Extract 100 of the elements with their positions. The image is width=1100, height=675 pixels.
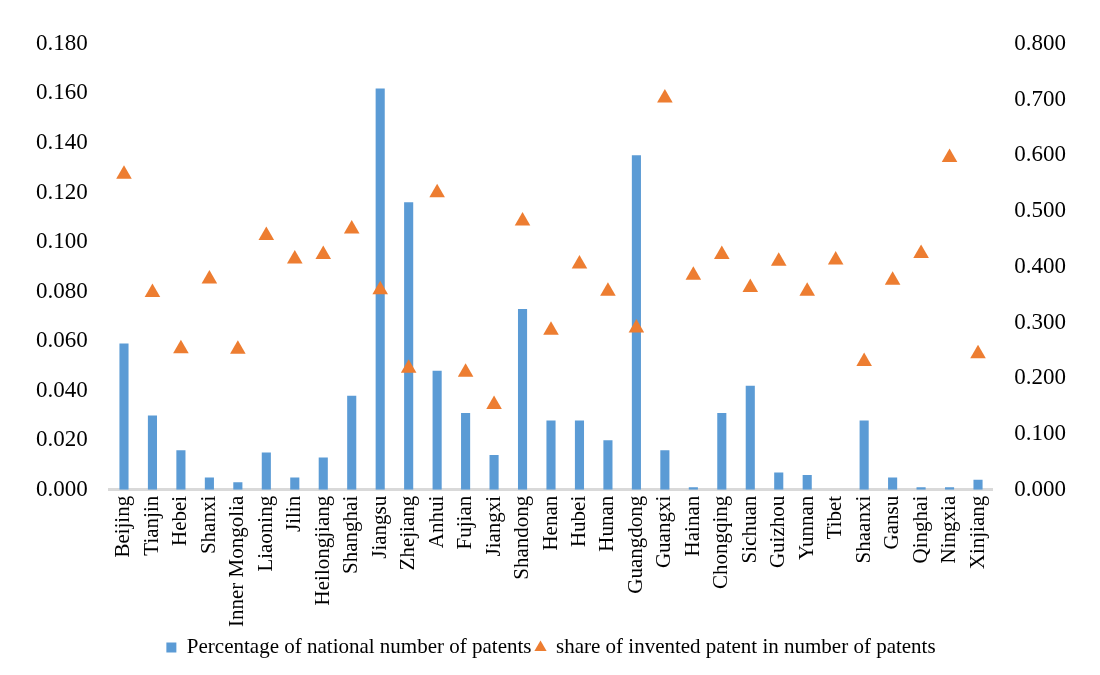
bar — [973, 479, 983, 490]
x-tick-label: Xinjiang — [964, 495, 989, 570]
x-tick-label: Shanghai — [338, 495, 363, 574]
bar — [119, 343, 129, 490]
x-tick-label: Sichuan — [736, 495, 761, 564]
point — [372, 280, 388, 295]
point — [600, 282, 616, 296]
y2-tick-label: 0.000 — [1014, 475, 1066, 501]
bar — [432, 370, 442, 490]
y2-tick-label: 0.600 — [1014, 141, 1066, 167]
x-tick-label: Jilin — [281, 495, 306, 532]
point — [571, 255, 588, 269]
point — [941, 148, 958, 163]
bar — [233, 482, 243, 490]
point — [514, 212, 531, 226]
y-tick-label: 0.140 — [36, 128, 88, 154]
point — [657, 88, 673, 103]
bar — [147, 415, 158, 490]
point — [258, 226, 275, 241]
bar — [631, 155, 641, 490]
bar — [745, 385, 755, 490]
y-tick-label: 0.040 — [36, 376, 88, 402]
point — [116, 165, 132, 179]
bar — [489, 455, 499, 490]
bar — [517, 308, 528, 490]
x-tick-label: Qinghai — [907, 495, 932, 564]
bar — [261, 452, 271, 490]
point — [486, 395, 502, 409]
point — [343, 219, 360, 234]
x-tick-label: Guangxi — [651, 495, 676, 569]
x-tick-label: Shaanxi — [850, 495, 875, 564]
point — [144, 283, 161, 297]
x-tick-label: Henan — [537, 495, 562, 551]
bar — [888, 477, 898, 490]
y2-tick-label: 0.800 — [1014, 29, 1066, 55]
point — [400, 359, 417, 373]
point — [287, 249, 303, 264]
bar — [461, 412, 471, 490]
point — [628, 319, 645, 333]
point — [827, 251, 844, 265]
x-tick-label: Yunnan — [793, 495, 818, 560]
point — [799, 282, 815, 296]
y-tick-label: 0.020 — [36, 426, 88, 452]
point — [714, 245, 730, 260]
y2-tick-label: 0.100 — [1014, 420, 1066, 446]
point — [201, 270, 218, 284]
x-tick-label: Guizhou — [765, 495, 790, 569]
bar — [574, 420, 585, 490]
bar — [375, 88, 385, 490]
y-tick-label: 0.160 — [36, 79, 88, 105]
bar — [774, 472, 784, 490]
x-tick-label: Hainan — [679, 495, 704, 557]
x-tick-label: Beijing — [110, 495, 135, 558]
x-tick-label: Zhejiang — [395, 495, 420, 571]
point — [970, 344, 986, 359]
point — [230, 340, 246, 354]
legend-label: share of invented patent in number of patents — [556, 634, 936, 659]
point — [315, 245, 332, 260]
bar — [347, 395, 357, 490]
y-tick-label: 0.080 — [36, 277, 88, 303]
point — [429, 183, 445, 198]
x-tick-label: Anhui — [423, 495, 448, 549]
x-tick-label: Chongqing — [708, 495, 733, 590]
bar — [660, 450, 670, 490]
point — [742, 278, 759, 292]
bar — [546, 420, 556, 490]
point — [685, 266, 702, 280]
x-tick-label: Hubei — [565, 495, 590, 548]
point — [173, 339, 189, 354]
y-tick-label: 0.100 — [36, 228, 88, 254]
bar — [204, 477, 214, 490]
y-tick-label: 0.180 — [36, 29, 88, 55]
x-tick-label: Fujian — [452, 495, 477, 550]
bar — [404, 202, 414, 490]
bar — [717, 412, 727, 490]
bar — [290, 477, 300, 490]
x-tick-label: Liaoning — [252, 495, 277, 572]
x-tick-label: Gansu — [879, 495, 904, 550]
bar — [176, 450, 186, 490]
bar — [318, 457, 328, 490]
x-tick-label: Inner Mongolia — [224, 495, 249, 628]
x-tick-label: Jiangxi — [480, 495, 505, 557]
y2-tick-label: 0.200 — [1014, 364, 1066, 390]
point — [543, 321, 559, 335]
y2-tick-label: 0.700 — [1014, 85, 1066, 111]
bar — [603, 440, 613, 490]
x-tick-label: Ningxia — [936, 495, 961, 564]
x-tick-label: Tibet — [822, 495, 847, 540]
y-tick-label: 0.000 — [36, 475, 88, 501]
x-tick-label: Jiangsu — [366, 495, 391, 559]
x-tick-label: Heilongjiang — [309, 495, 334, 606]
x-tick-label: Shandong — [509, 495, 534, 580]
point — [884, 271, 901, 285]
x-tick-label: Hunan — [594, 495, 619, 552]
x-tick-label: Guangdong — [622, 495, 647, 594]
bar — [802, 474, 812, 490]
y2-tick-label: 0.500 — [1014, 197, 1066, 223]
bar — [859, 420, 869, 490]
x-tick-label: Hebei — [167, 495, 192, 546]
legend-label: Percentage of national number of patents — [186, 634, 532, 659]
